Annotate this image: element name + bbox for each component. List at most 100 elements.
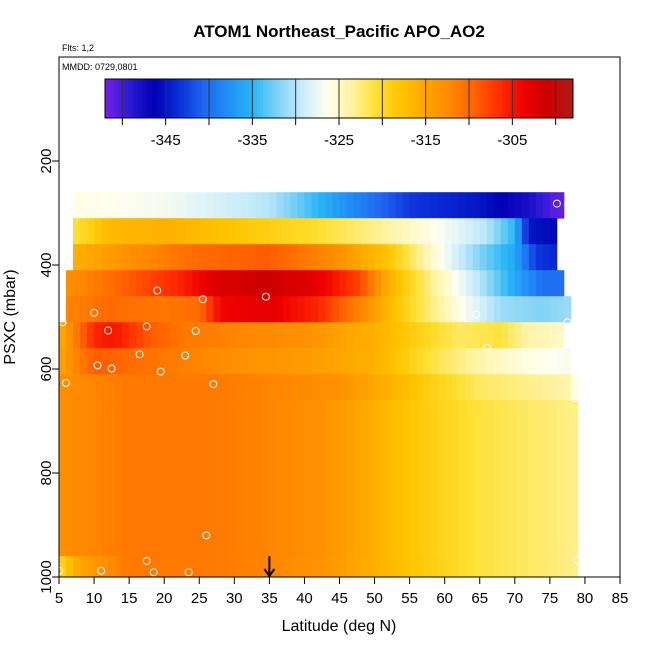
colorbar-segment xyxy=(412,79,416,118)
heatmap-cell xyxy=(493,192,502,219)
heatmap-cell xyxy=(227,244,235,271)
heatmap-cell xyxy=(374,218,382,245)
heatmap-cell xyxy=(479,192,488,219)
heatmap-cell xyxy=(353,218,361,245)
heatmap-cell xyxy=(521,348,530,375)
heatmap-cell xyxy=(535,244,544,271)
heatmap-cell xyxy=(276,400,284,557)
colorbar-segment xyxy=(488,79,492,118)
heatmap-cell xyxy=(73,296,81,323)
heatmap-cell xyxy=(283,374,291,401)
colorbar-segment xyxy=(523,79,527,118)
colorbar-segment xyxy=(140,79,144,118)
sample-point xyxy=(149,568,158,577)
heatmap-cell xyxy=(444,192,453,219)
heatmap-cell xyxy=(542,348,551,375)
heatmap-cell xyxy=(346,192,354,219)
heatmap-cell xyxy=(227,192,235,219)
heatmap-cell xyxy=(339,296,347,323)
heatmap-cell xyxy=(164,374,172,401)
heatmap-cell xyxy=(556,192,565,219)
heatmap-cell xyxy=(395,244,404,271)
colorbar-segment xyxy=(125,79,129,118)
heatmap-cell xyxy=(178,348,186,375)
sample-point xyxy=(184,568,193,577)
heatmap-cell xyxy=(73,244,81,271)
heatmap-cell xyxy=(402,374,411,401)
heatmap-cell xyxy=(416,296,425,323)
colorbar-segment xyxy=(494,79,498,118)
heatmap-cell xyxy=(556,296,565,323)
heatmap-cell xyxy=(458,270,467,297)
heatmap-cell xyxy=(283,322,291,349)
heatmap-cell xyxy=(220,374,228,401)
heatmap-cell xyxy=(80,374,88,401)
heatmap-cell xyxy=(199,374,207,401)
heatmap-cell xyxy=(255,556,263,578)
heatmap-cell xyxy=(94,374,102,401)
heatmap-cell xyxy=(115,348,123,375)
heatmap-cell xyxy=(262,192,270,219)
heatmap-cell xyxy=(451,322,460,349)
colorbar-segment xyxy=(362,79,366,118)
x-tick-label: 65 xyxy=(471,590,488,607)
heatmap-cell xyxy=(199,270,207,297)
colorbar-segment xyxy=(219,79,223,118)
heatmap-cell xyxy=(472,400,481,557)
colorbar-segment xyxy=(359,79,363,118)
heatmap-cell xyxy=(507,218,516,245)
heatmap-cell xyxy=(458,192,467,219)
heatmap-cell xyxy=(423,192,432,219)
heatmap-cell xyxy=(479,296,488,323)
heatmap-cell xyxy=(493,400,502,557)
heatmap-cell xyxy=(304,374,312,401)
heatmap-cell xyxy=(430,322,439,349)
heatmap-cell xyxy=(171,374,179,401)
heatmap-cell xyxy=(115,218,123,245)
heatmap-cell xyxy=(416,374,425,401)
colorbar-segment xyxy=(505,79,510,118)
colorbar-segment xyxy=(175,79,179,118)
heatmap-cell xyxy=(276,348,284,375)
colorbar-segment xyxy=(143,79,147,118)
heatmap-cell xyxy=(87,192,95,219)
heatmap-cell xyxy=(437,348,446,375)
heatmap-cell xyxy=(297,192,305,219)
heatmap-cell xyxy=(437,218,446,245)
heatmap-cell xyxy=(199,556,207,578)
heatmap-cell xyxy=(108,270,116,297)
heatmap-cell xyxy=(493,296,502,323)
colorbar-segment xyxy=(289,79,293,118)
heatmap-cell xyxy=(157,374,165,401)
heatmap-cell xyxy=(409,400,418,557)
heatmap-cell xyxy=(423,348,432,375)
x-tick-label: 45 xyxy=(331,590,348,607)
heatmap-cell xyxy=(73,322,81,349)
heatmap-cell xyxy=(493,218,502,245)
heatmap-cell xyxy=(157,296,165,323)
heatmap-cell xyxy=(479,348,488,375)
heatmap-cell xyxy=(325,400,333,557)
colorbar-segment xyxy=(534,79,539,118)
heatmap-cell xyxy=(101,244,109,271)
colorbar-segment xyxy=(224,79,229,118)
heatmap-cell xyxy=(451,556,460,578)
heatmap-cell xyxy=(486,244,495,271)
heatmap-cell xyxy=(402,244,411,271)
colorbar-segment xyxy=(482,79,486,118)
heatmap-cell xyxy=(514,296,523,323)
heatmap-cell xyxy=(528,296,537,323)
heatmap-cell xyxy=(283,244,291,271)
heatmap-cell xyxy=(136,244,144,271)
heatmap-cell xyxy=(143,218,151,245)
heatmap-cell xyxy=(395,296,404,323)
heatmap-cell xyxy=(479,244,488,271)
heatmap-cell xyxy=(360,296,368,323)
colorbar-segment xyxy=(473,79,477,118)
heatmap-cell xyxy=(157,348,165,375)
heatmap-cell xyxy=(367,296,375,323)
heatmap-cell xyxy=(346,218,354,245)
heatmap-cell xyxy=(115,374,123,401)
heatmap-cell xyxy=(367,556,375,578)
colorbar-segment xyxy=(432,79,436,118)
